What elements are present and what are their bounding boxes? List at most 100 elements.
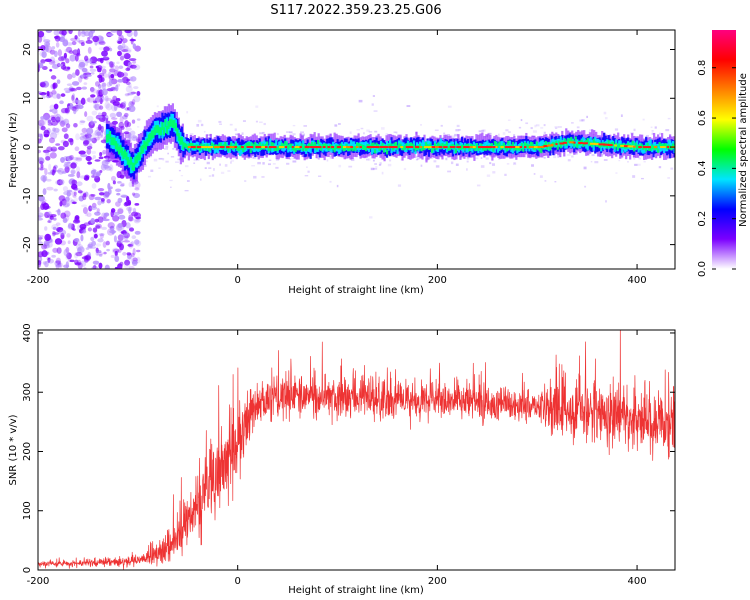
noise-cell <box>303 125 307 127</box>
noise-cell <box>88 30 94 38</box>
noise-cell <box>133 239 140 245</box>
ridge-cell <box>445 141 449 146</box>
ridge-cell <box>568 138 571 144</box>
noise-cell <box>134 202 140 206</box>
noise-cell <box>104 101 110 109</box>
noise-cell <box>111 104 117 112</box>
noise-cell <box>132 60 137 64</box>
ridge-cell <box>260 145 263 150</box>
noise-cell <box>158 157 163 160</box>
ridge-cell <box>324 143 327 148</box>
noise-cell <box>368 158 371 161</box>
peak-cell <box>299 146 302 149</box>
ridge-cell <box>576 139 579 148</box>
noise-cell <box>554 181 557 183</box>
ridge-cell <box>414 146 417 152</box>
noise-cell <box>128 58 137 62</box>
ridge-cell <box>501 140 504 149</box>
noise-cell <box>184 165 189 168</box>
noise-cell <box>229 123 233 126</box>
noise-cell <box>42 149 50 154</box>
ridge-cell <box>507 140 510 146</box>
noise-cell <box>130 252 135 258</box>
ridge-cell <box>550 139 553 148</box>
noise-cell <box>586 115 588 119</box>
ridge-cell <box>191 143 194 148</box>
noise-cell <box>349 131 352 134</box>
noise-cell <box>43 149 50 153</box>
ridge-cell <box>236 145 239 151</box>
ridge-cell <box>657 148 660 153</box>
noise-cell <box>65 261 69 269</box>
ridge-cell <box>261 143 264 148</box>
noise-cell <box>108 79 113 86</box>
y-tick-label: 200 <box>22 442 33 461</box>
ridge-cell <box>570 140 573 149</box>
noise-cell <box>49 69 53 72</box>
x-tick-label: -200 <box>27 275 50 286</box>
ridge-cell <box>582 142 585 148</box>
noise-cell <box>455 129 460 132</box>
noise-cell <box>567 159 571 162</box>
ridge-cell <box>598 143 601 149</box>
ridge-cell <box>189 143 192 148</box>
ridge-cell <box>553 142 556 147</box>
ridge-cell <box>385 150 389 155</box>
noise-cell <box>373 110 378 112</box>
ridge-cell <box>164 119 167 128</box>
noise-cell <box>570 151 575 154</box>
noise-cell <box>97 200 102 206</box>
ridge-cell <box>523 142 526 147</box>
noise-cell <box>338 164 342 168</box>
ridge-cell <box>239 145 242 150</box>
noise-cell <box>98 156 104 160</box>
noise-cell <box>71 40 77 46</box>
noise-cell <box>131 211 139 217</box>
peak-cell <box>388 146 395 149</box>
noise-cell <box>109 186 113 190</box>
figure-title: S117.2022.359.23.25.G06 <box>270 3 441 18</box>
noise-cell <box>59 240 67 246</box>
ridge-cell <box>335 144 338 150</box>
noise-cell <box>255 105 259 108</box>
noise-cell <box>420 164 423 167</box>
noise-cell <box>131 260 138 265</box>
noise-cell <box>134 187 140 191</box>
ridge-cell <box>279 140 282 149</box>
noise-cell <box>92 155 96 159</box>
noise-cell <box>44 226 48 231</box>
noise-cell <box>52 217 57 221</box>
noise-cell <box>108 47 113 52</box>
ridge-cell <box>275 139 278 148</box>
peak-cell <box>391 146 397 149</box>
noise-cell <box>123 101 127 106</box>
noise-cell <box>261 175 265 178</box>
noise-cell <box>90 94 96 98</box>
ridge-cell <box>606 139 609 148</box>
ridge-cell <box>263 140 266 149</box>
noise-cell <box>193 158 197 162</box>
noise-cell <box>645 134 649 138</box>
noise-cell <box>88 242 93 249</box>
noise-cell <box>128 82 132 88</box>
noise-cell <box>112 95 118 102</box>
noise-cell <box>370 167 375 171</box>
noise-cell <box>42 188 47 196</box>
noise-cell <box>53 188 58 192</box>
noise-cell <box>124 47 132 52</box>
ridge-cell <box>240 146 243 155</box>
ridge-cell <box>573 142 576 147</box>
noise-cell <box>123 112 129 118</box>
noise-cell <box>94 218 100 223</box>
noise-cell <box>87 161 93 165</box>
noise-cell <box>39 81 46 88</box>
ridge-cell <box>149 132 152 141</box>
ridge-cell <box>300 143 303 148</box>
noise-cell <box>125 127 132 132</box>
noise-cell <box>259 121 263 124</box>
noise-cell <box>78 75 83 83</box>
noise-cell <box>94 211 101 216</box>
noise-cell <box>665 129 670 132</box>
spectrogram-panel: -200 0 200 400 20 10 0 -10 -20 Height of straig… <box>8 29 676 296</box>
peak-cell <box>515 146 521 149</box>
